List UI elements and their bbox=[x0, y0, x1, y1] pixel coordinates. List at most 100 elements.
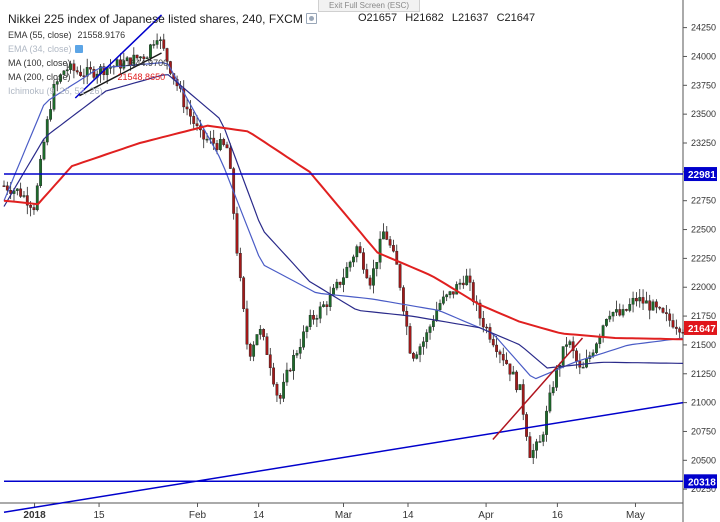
candle-body bbox=[258, 329, 262, 335]
candle bbox=[342, 268, 345, 293]
legend-ema55[interactable]: EMA (55, close) 21558.9176 bbox=[8, 30, 125, 40]
candle-body bbox=[39, 158, 43, 186]
legend-label: MA (200, close) bbox=[8, 72, 71, 82]
candle bbox=[661, 307, 665, 314]
candle bbox=[501, 347, 505, 366]
candle bbox=[458, 278, 462, 290]
candle bbox=[265, 333, 269, 355]
candle bbox=[318, 301, 322, 324]
y-tick-label: 21000 bbox=[691, 398, 716, 408]
candle-body bbox=[89, 67, 92, 70]
candle-body bbox=[471, 282, 475, 302]
candle bbox=[421, 336, 425, 355]
y-tick-label: 24250 bbox=[691, 23, 716, 33]
trendline bbox=[492, 337, 584, 441]
candle bbox=[298, 338, 302, 360]
x-tick-label: May bbox=[626, 510, 645, 521]
candle-body bbox=[72, 63, 76, 71]
candle bbox=[615, 300, 618, 316]
candle-body bbox=[365, 269, 369, 279]
settings-icon[interactable] bbox=[74, 45, 83, 53]
candle-body bbox=[671, 320, 675, 328]
candle bbox=[545, 405, 548, 442]
candle-body bbox=[418, 346, 422, 355]
candle-body bbox=[195, 123, 199, 126]
candle bbox=[119, 53, 122, 75]
candle-body bbox=[382, 231, 385, 240]
legend-ema34[interactable]: EMA (34, close) bbox=[8, 44, 83, 54]
candle-body bbox=[202, 129, 206, 140]
candle bbox=[541, 431, 545, 447]
candle-body bbox=[448, 291, 452, 295]
candle-body bbox=[478, 302, 482, 319]
exit-fullscreen-button[interactable]: Exit Full Screen (ESC) bbox=[318, 0, 420, 12]
candle bbox=[605, 318, 608, 328]
candle-body bbox=[352, 256, 355, 263]
candle bbox=[382, 223, 385, 240]
candle bbox=[92, 66, 96, 81]
candle-body bbox=[421, 341, 425, 347]
candle bbox=[45, 116, 49, 146]
candle-body bbox=[481, 318, 485, 328]
candle bbox=[152, 40, 156, 49]
candle-body bbox=[644, 300, 648, 304]
candle bbox=[69, 60, 72, 74]
candle bbox=[411, 351, 415, 362]
candle bbox=[538, 434, 542, 443]
candle-body bbox=[458, 282, 462, 285]
candle bbox=[268, 347, 272, 376]
candle bbox=[32, 203, 36, 215]
candle-body bbox=[255, 334, 259, 346]
candle-body bbox=[658, 306, 662, 309]
candle-body bbox=[292, 355, 295, 372]
candle-body bbox=[298, 347, 302, 354]
candle bbox=[625, 308, 628, 312]
candle-body bbox=[648, 300, 652, 311]
legend-ma200[interactable]: MA (200, close) 21548.8650 bbox=[8, 72, 165, 82]
candle-body bbox=[664, 312, 668, 315]
candle-body bbox=[395, 250, 399, 265]
candle bbox=[628, 298, 632, 313]
candle bbox=[122, 52, 126, 71]
candle-body bbox=[49, 109, 52, 120]
candle-body bbox=[159, 39, 162, 41]
candle bbox=[445, 293, 449, 302]
candle-body bbox=[155, 40, 159, 45]
legend-label: EMA (55, close) bbox=[8, 30, 72, 40]
candle bbox=[611, 311, 615, 322]
candle bbox=[491, 334, 495, 348]
candle bbox=[595, 342, 598, 355]
y-tick-label: 21750 bbox=[691, 311, 716, 321]
candle-body bbox=[651, 301, 655, 311]
legend-label: MA (100, close) bbox=[8, 58, 71, 68]
y-tick-label: 20250 bbox=[691, 484, 716, 494]
candle-body bbox=[378, 238, 382, 263]
candle-body bbox=[528, 436, 532, 458]
candle-body bbox=[615, 309, 618, 313]
candle bbox=[654, 299, 658, 314]
legend-ichimoku[interactable]: Ichimoku (9, 26, 52, 26) bbox=[8, 86, 103, 96]
candle bbox=[79, 65, 82, 77]
candle-body bbox=[295, 353, 299, 356]
symbol-title: Nikkei 225 index of Japanese listed shar… bbox=[8, 12, 303, 26]
candle bbox=[511, 365, 515, 375]
candle-body bbox=[428, 326, 432, 333]
legend-ma100[interactable]: MA (100, close) 21644.9700 bbox=[8, 58, 168, 68]
candle bbox=[674, 319, 678, 335]
candle bbox=[561, 346, 565, 369]
x-tick-label: 14 bbox=[253, 510, 265, 521]
candle-body bbox=[22, 195, 26, 197]
candle-body bbox=[591, 352, 595, 356]
candle bbox=[89, 61, 92, 75]
eye-icon[interactable] bbox=[305, 13, 317, 24]
candle-body bbox=[2, 185, 6, 187]
candle bbox=[368, 275, 372, 290]
candle-body bbox=[345, 266, 349, 278]
candle bbox=[238, 247, 242, 282]
candle bbox=[418, 343, 422, 363]
candle bbox=[165, 47, 169, 70]
candle bbox=[282, 373, 285, 402]
candle-body bbox=[525, 414, 528, 437]
candle bbox=[631, 291, 635, 313]
